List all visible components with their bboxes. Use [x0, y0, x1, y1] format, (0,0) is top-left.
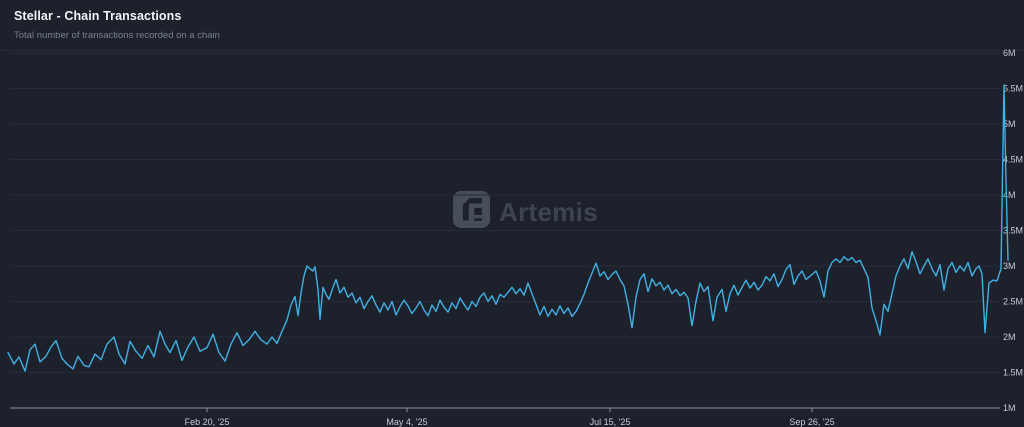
artemis-logo-icon [453, 191, 490, 233]
x-axis-tick-label: Sep 26, '25 [789, 417, 834, 427]
x-axis-tick-label: May 4, '25 [386, 417, 427, 427]
page-title: Stellar - Chain Transactions [14, 9, 182, 23]
header-divider [0, 50, 1024, 51]
y-axis-tick-label: 3M [1003, 261, 1016, 271]
x-axis-tick-label: Feb 20, '25 [185, 417, 230, 427]
y-axis-tick-label: 2.5M [1003, 297, 1023, 307]
y-axis-tick-label: 1.5M [1003, 368, 1023, 378]
page-subtitle: Total number of transactions recorded on… [14, 30, 220, 41]
y-axis-tick-label: 4.5M [1003, 155, 1023, 165]
y-axis-tick-label: 4M [1003, 190, 1016, 200]
watermark-label: Artemis [499, 196, 598, 227]
chart-header: Stellar - Chain Transactions Total numbe… [14, 9, 220, 41]
y-axis-tick-label: 5M [1003, 119, 1016, 129]
artemis-watermark: Artemis [453, 191, 598, 233]
y-axis-tick-label: 1M [1003, 403, 1016, 413]
series-line[interactable] [7, 84, 1009, 372]
y-axis-tick-label: 5.5M [1003, 84, 1023, 94]
y-axis-tick-label: 2M [1003, 332, 1016, 342]
x-axis-tick-label: Jul 15, '25 [590, 417, 631, 427]
y-axis-tick-label: 6M [1003, 48, 1016, 58]
y-axis-tick-label: 3.5M [1003, 226, 1023, 236]
